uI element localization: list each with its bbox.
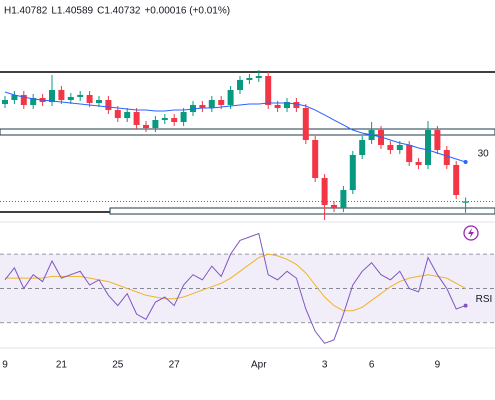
x-tick-label: 25 <box>112 360 124 371</box>
moving-average <box>4 91 466 163</box>
candle-body <box>124 112 131 119</box>
candle-body <box>49 90 55 103</box>
candle-body <box>349 154 356 191</box>
candle-body <box>67 96 74 101</box>
candle-body <box>396 144 403 151</box>
rsi-line <box>4 232 466 344</box>
candle-body <box>415 162 422 165</box>
candle-body <box>96 100 102 103</box>
candle-body <box>105 100 112 111</box>
candle-body <box>152 120 159 129</box>
moving-average-label: 30 <box>478 149 490 160</box>
moving-average-end <box>463 160 468 165</box>
candle-body <box>227 90 234 105</box>
candle-body <box>133 112 140 125</box>
candle-body <box>302 108 309 141</box>
candle-body <box>434 130 441 151</box>
candle-body <box>2 100 8 105</box>
candle-body <box>425 130 431 165</box>
candle-body <box>359 140 366 155</box>
candle-body <box>237 80 243 91</box>
candle-body <box>340 190 347 209</box>
candle-body <box>265 76 272 105</box>
candle-body <box>255 76 262 79</box>
candle-body <box>11 94 18 101</box>
x-tick-label: 6 <box>369 360 375 371</box>
rsi-end <box>463 303 468 308</box>
candle-body <box>321 178 328 205</box>
legend-text: C1.40732 <box>97 6 141 17</box>
x-tick-label: 21 <box>56 360 68 371</box>
candle-body <box>443 150 450 165</box>
candle-body <box>58 90 65 101</box>
candle-body <box>387 144 394 151</box>
rsi-line <box>5 253 466 312</box>
candle-body <box>462 201 469 203</box>
candle-body <box>312 140 319 179</box>
x-tick-label: Apr <box>251 360 267 371</box>
drawn-zone <box>0 128 495 136</box>
candle-body <box>20 94 27 105</box>
x-tick-label: 3 <box>322 360 328 371</box>
drawn-zone <box>109 207 495 215</box>
candle-body <box>86 94 93 103</box>
legend-text: +0.00016 (+0.01%) <box>144 6 230 17</box>
candle-body <box>293 102 300 109</box>
x-tick-label: 27 <box>169 360 181 371</box>
alert-icon-bolt <box>468 228 474 238</box>
candle-body <box>77 94 84 97</box>
candle-body <box>453 164 460 195</box>
candle-body <box>30 98 37 105</box>
candle-body <box>161 118 168 121</box>
legend-text: H1.40782 <box>4 6 48 17</box>
candle-body <box>114 110 121 119</box>
candle-body <box>218 100 225 105</box>
series-label: RSI V <box>476 294 495 305</box>
candle-body <box>208 100 215 109</box>
x-tick-label: 9 <box>435 360 441 371</box>
candle-body <box>284 102 290 109</box>
alert-icon[interactable] <box>463 225 479 241</box>
candle-body <box>406 144 413 163</box>
candle-body <box>171 118 178 123</box>
x-tick-label: 9 <box>2 360 8 371</box>
candle-body <box>246 78 253 81</box>
legend-text: L1.40589 <box>51 6 93 17</box>
candle-body <box>274 104 281 109</box>
candle-body <box>199 104 206 109</box>
candle-body <box>331 204 337 209</box>
candle-body <box>180 112 187 123</box>
candle-body <box>143 124 149 129</box>
